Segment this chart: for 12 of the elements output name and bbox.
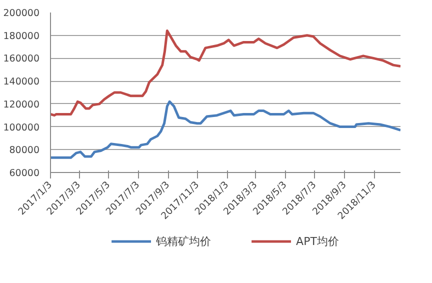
y-tick-label: 80000 [9, 145, 40, 156]
legend-label: 钨精矿均价 [156, 234, 212, 248]
y-tick-label: 160000 [3, 54, 40, 65]
y-tick-label: 200000 [3, 8, 40, 19]
legend-label: APT均价 [296, 234, 339, 248]
y-tick-label: 120000 [3, 99, 40, 110]
y-tick-label: 140000 [3, 76, 40, 88]
y-tick-label: 100000 [3, 122, 40, 134]
y-tick-label: 60000 [9, 168, 40, 179]
y-tick-label: 180000 [3, 30, 40, 42]
line-series [50, 30, 400, 117]
line-series [50, 100, 400, 159]
